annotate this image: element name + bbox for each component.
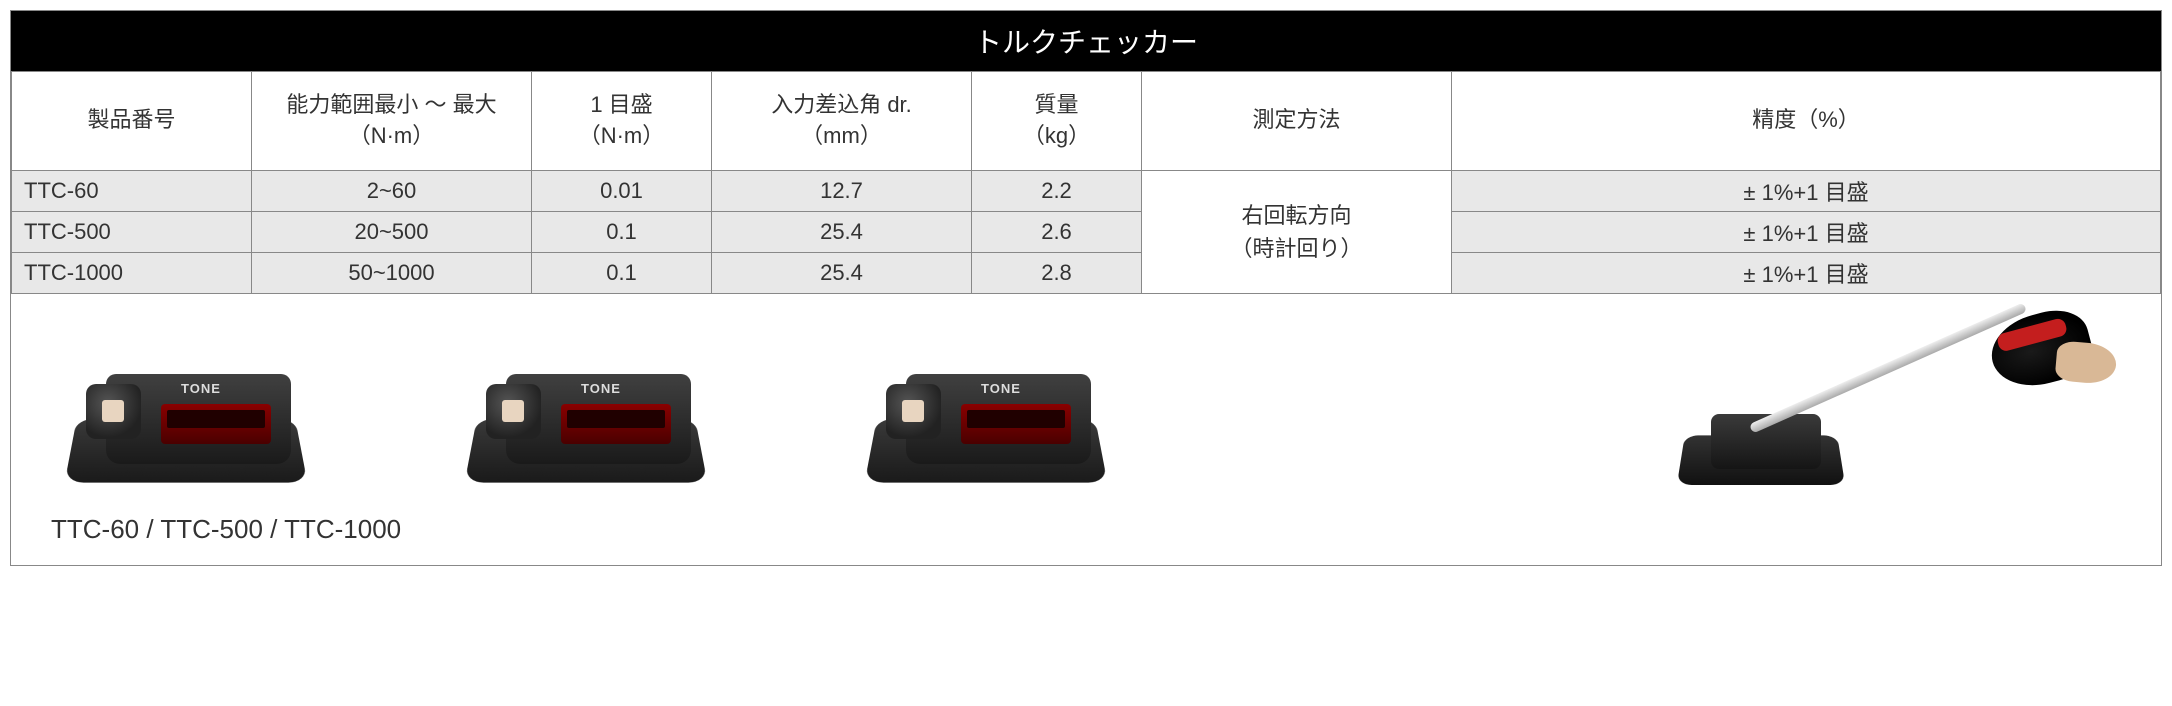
cell-drive: 25.4 (712, 252, 972, 293)
col-header-model: 製品番号 (12, 72, 252, 171)
col-header-range: 能力範囲最小 ～ 最大 （N·m） (252, 72, 532, 171)
cell-accuracy: ± 1%+1 目盛 (1452, 170, 2161, 211)
socket-icon (486, 384, 541, 439)
cell-accuracy: ± 1%+1 目盛 (1452, 211, 2161, 252)
cell-drive: 25.4 (712, 211, 972, 252)
cell-accuracy: ± 1%+1 目盛 (1452, 252, 2161, 293)
cell-range: 2~60 (252, 170, 532, 211)
product-image-ttc-60: TONE (51, 324, 331, 494)
socket-icon (886, 384, 941, 439)
cell-method: 右回転方向 （時計回り） (1142, 170, 1452, 293)
cell-drive: 12.7 (712, 170, 972, 211)
table-header-row: 製品番号 能力範囲最小 ～ 最大 （N·m） 1 目盛 （N·m） 入力差込角 … (12, 72, 2161, 171)
product-image-ttc-500: TONE (451, 324, 731, 494)
col-header-accuracy: 精度（%） (1452, 72, 2161, 171)
table-row: TTC-60 2~60 0.01 12.7 2.2 右回転方向 （時計回り） ±… (12, 170, 2161, 211)
brand-logo: TONE (981, 381, 1021, 396)
col-header-drive: 入力差込角 dr. （mm） (712, 72, 972, 171)
cell-mass: 2.6 (972, 211, 1142, 252)
cell-range: 20~500 (252, 211, 532, 252)
cell-range: 50~1000 (252, 252, 532, 293)
brand-logo: TONE (181, 381, 221, 396)
panel-title: トルクチェッカー (11, 11, 2161, 71)
brand-logo: TONE (581, 381, 621, 396)
digital-display-icon (161, 404, 271, 444)
cell-mass: 2.8 (972, 252, 1142, 293)
cell-model: TTC-1000 (12, 252, 252, 293)
digital-display-icon (961, 404, 1071, 444)
digital-display-icon (561, 404, 671, 444)
col-header-division: 1 目盛 （N·m） (532, 72, 712, 171)
cell-division: 0.01 (532, 170, 712, 211)
table-row: TTC-1000 50~1000 0.1 25.4 2.8 ± 1%+1 目盛 (12, 252, 2161, 293)
col-header-mass: 質量 （kg） (972, 72, 1142, 171)
spec-table: 製品番号 能力範囲最小 ～ 最大 （N·m） 1 目盛 （N·m） 入力差込角 … (11, 71, 2161, 294)
table-row: TTC-500 20~500 0.1 25.4 2.6 ± 1%+1 目盛 (12, 211, 2161, 252)
usage-illustration (1681, 314, 2101, 494)
cell-division: 0.1 (532, 252, 712, 293)
cell-model: TTC-60 (12, 170, 252, 211)
cell-division: 0.1 (532, 211, 712, 252)
socket-icon (86, 384, 141, 439)
cell-model: TTC-500 (12, 211, 252, 252)
product-caption: TTC-60 / TTC-500 / TTC-1000 (11, 514, 2161, 565)
torque-checker-panel: トルクチェッカー 製品番号 能力範囲最小 ～ 最大 （N·m） 1 目盛 （N·… (10, 10, 2162, 566)
cell-mass: 2.2 (972, 170, 1142, 211)
torque-wrench-icon (1749, 302, 2027, 433)
product-image-row: TONE TONE TONE (11, 294, 2161, 514)
col-header-method: 測定方法 (1142, 72, 1452, 171)
product-image-ttc-1000: TONE (851, 324, 1131, 494)
